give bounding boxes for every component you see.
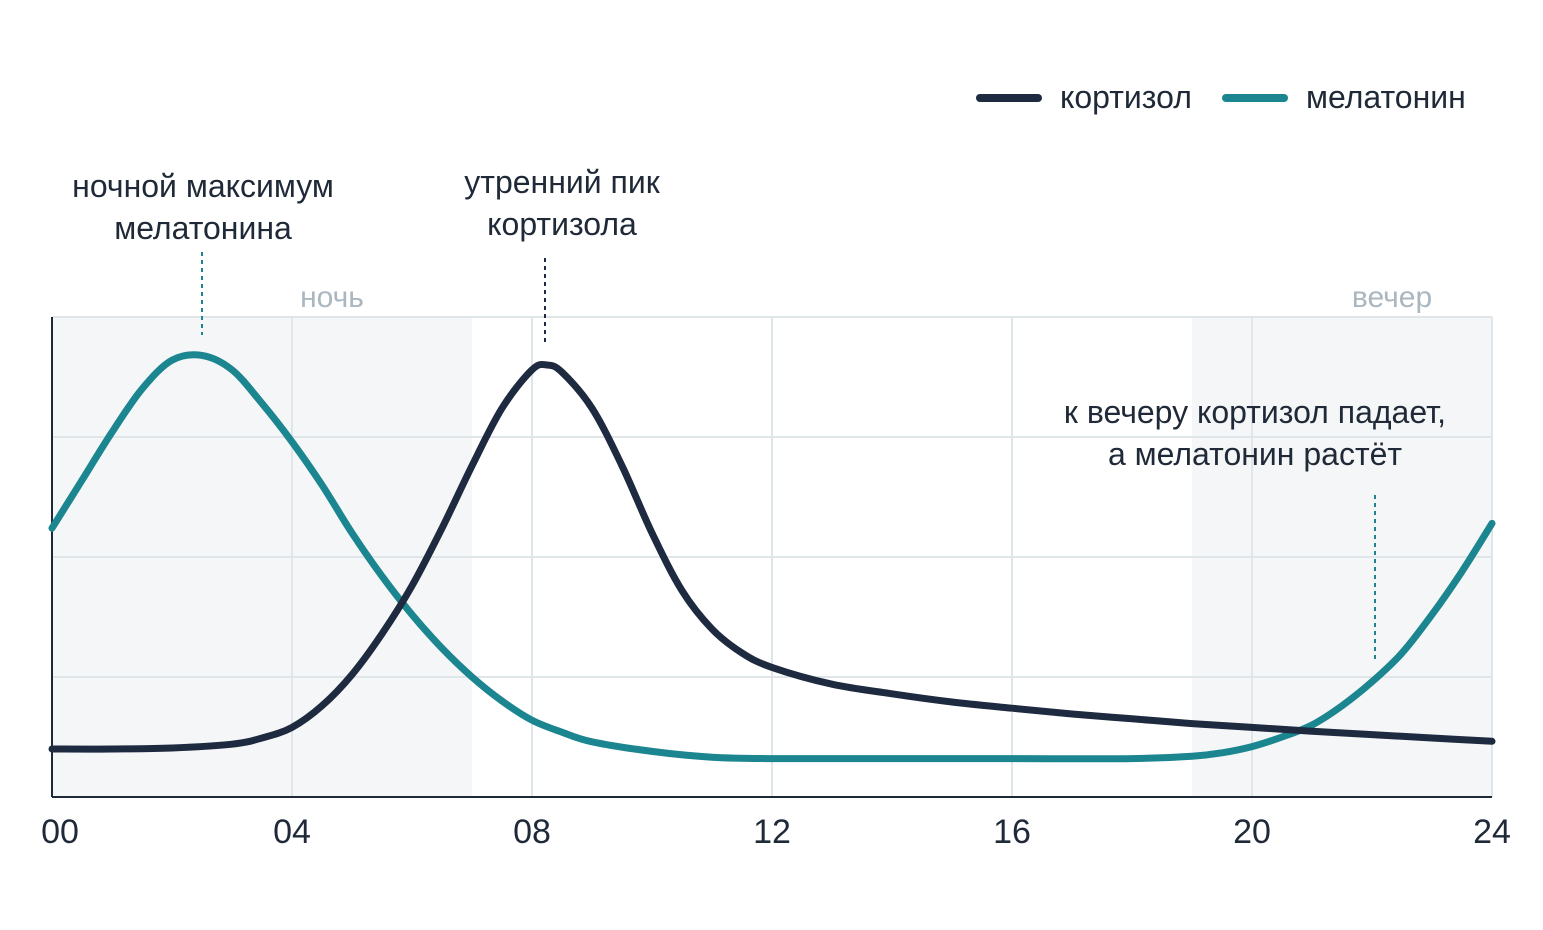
band-label-1: вечер <box>1352 281 1432 314</box>
annotation-text-1-1: кортизола <box>487 206 637 242</box>
x-tick-label-0: 00 <box>41 813 79 851</box>
x-tick-label-4: 16 <box>993 813 1031 851</box>
grid <box>52 316 1493 797</box>
annotation-text-2-0: к вечеру кортизол падает, <box>1064 394 1446 430</box>
series-lines <box>48 351 1496 763</box>
annotation-text-0-1: мелатонина <box>114 210 292 246</box>
x-tick-label-1: 04 <box>273 813 311 851</box>
x-tick-label-5: 20 <box>1233 813 1271 851</box>
series-line-melatonin <box>48 351 1496 763</box>
annotations: ночной максимум мелатонина утренний пик кор… <box>72 164 1446 660</box>
annotation-text-1-0: утренний пик <box>464 164 660 200</box>
legend-label-0: кортизол <box>1060 79 1192 115</box>
annotation-text-2-1: а мелатонин растёт <box>1108 436 1402 472</box>
x-tick-label-2: 08 <box>513 813 551 851</box>
annotation-text-0-0: ночной максимум <box>72 168 334 204</box>
axes <box>51 317 1492 798</box>
legend: кортизол мелатонин <box>976 79 1466 115</box>
x-tick-labels: 00 04 08 12 16 20 24 <box>41 813 1511 851</box>
x-tick-label-3: 12 <box>753 813 791 851</box>
legend-label-1: мелатонин <box>1306 79 1466 115</box>
series-line-cortisol <box>48 360 1496 753</box>
x-tick-label-6: 24 <box>1473 813 1511 851</box>
band-label-0: ночь <box>300 281 364 314</box>
